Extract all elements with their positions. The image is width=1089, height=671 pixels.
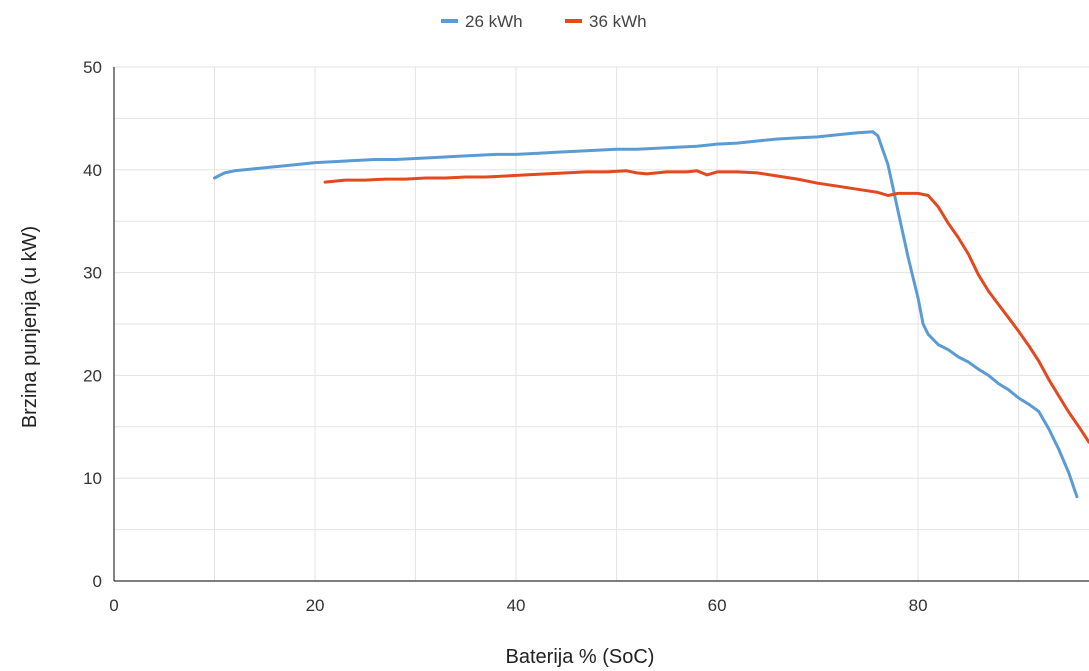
legend-swatch [441, 19, 458, 23]
series-line-1 [213, 130, 1079, 499]
y-tick-label: 50 [83, 58, 102, 77]
legend-label: 26 kWh [465, 12, 523, 31]
x-tick-label: 0 [109, 596, 118, 615]
legend-label: 36 kWh [589, 12, 647, 31]
series-lines [213, 130, 1089, 499]
y-tick-label: 20 [83, 366, 102, 385]
axes: 0 10 20 30 40 50 0 20 40 60 80 [83, 58, 1089, 615]
legend: 26 kWh 36 kWh [441, 12, 647, 31]
y-axis-title: Brzina punjenja (u kW) [19, 226, 41, 428]
y-tick-label: 40 [83, 161, 102, 180]
x-tick-label: 80 [909, 596, 928, 615]
x-tick-label: 40 [507, 596, 526, 615]
x-axis-title: Baterija % (SoC) [506, 646, 655, 668]
grid [114, 66, 1089, 581]
x-tick-label: 20 [306, 596, 325, 615]
y-tick-label: 10 [83, 469, 102, 488]
x-tick-label: 60 [708, 596, 727, 615]
series-line-2 [323, 169, 1089, 444]
y-tick-label: 0 [93, 572, 102, 591]
legend-swatch [565, 19, 582, 23]
y-tick-label: 30 [83, 264, 102, 283]
